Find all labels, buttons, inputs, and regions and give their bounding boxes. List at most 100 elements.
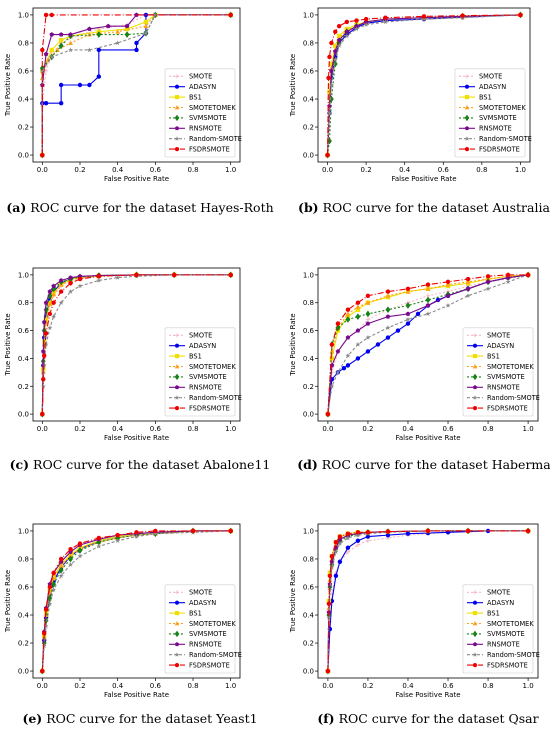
- series-line-smote: [41, 14, 231, 156]
- point-rnsmote: [345, 335, 351, 340]
- point-fsdrsmote: [365, 293, 371, 298]
- point-fsdrsmote: [40, 47, 45, 53]
- point-rnsmote: [58, 278, 64, 283]
- y-tick-label: 0.8: [18, 39, 29, 47]
- y-tick-label: 1.0: [18, 527, 29, 535]
- point-fsdrsmote: [525, 528, 531, 534]
- point-rnsmote: [47, 289, 53, 294]
- point-fsdrsmote: [425, 528, 431, 534]
- point-fsdrsmote: [47, 584, 53, 590]
- legend-marker-rnsmote: [472, 641, 478, 647]
- point-rnsmote: [105, 23, 111, 29]
- legend-marker-adasyn: [174, 600, 180, 605]
- x-tick-label: 0.0: [37, 166, 48, 174]
- point-rnsmote: [445, 293, 451, 298]
- point-adasyn: [58, 82, 64, 88]
- legend-label-random-smote: Random-SMOTE: [189, 651, 242, 659]
- legend-label-smotetomek: SMOTETOMEK: [189, 620, 236, 628]
- point-fsdrsmote: [51, 300, 56, 305]
- x-tick-label: 1.0: [523, 425, 534, 433]
- legend: SMOTE ADASYN BS1 SMOTETOMEK SVMSMOTE RNSMOTE R…: [454, 68, 532, 158]
- legend-marker-fsdrsmote: [472, 663, 478, 668]
- legend-box: [164, 68, 236, 158]
- point-smotetomek: [68, 40, 73, 45]
- point-random-smote: [143, 30, 149, 36]
- legend-marker-bs1: [464, 95, 470, 100]
- x-tick-label: 0.2: [74, 682, 85, 690]
- point-rnsmote: [332, 48, 338, 54]
- point-fsdrsmote: [329, 553, 335, 559]
- legend-label-bs1: BS1: [487, 352, 500, 360]
- point-fsdrsmote: [365, 530, 371, 535]
- point-rnsmote: [405, 311, 411, 316]
- point-bs1: [327, 89, 332, 95]
- figure-caption: (d) ROC curve for the dataset Haberman: [297, 457, 550, 472]
- point-smotetomek: [58, 563, 64, 568]
- point-fsdrsmote: [485, 274, 491, 279]
- point-random-smote: [365, 334, 371, 340]
- legend: SMOTE ADASYN BS1 SMOTETOMEK SVMSMOTE RNSMOTE R…: [164, 68, 242, 158]
- legend-label-fsdrsmote: FSDRSMOTE: [487, 404, 528, 412]
- legend-box: [462, 327, 534, 417]
- y-tick-label: 1.0: [18, 271, 29, 279]
- point-bs1: [327, 570, 333, 576]
- point-smotetomek: [143, 23, 149, 29]
- legend-label-svmsmote: SVMSMOTE: [479, 114, 517, 122]
- point-svmsmote: [332, 60, 338, 68]
- figure-caption: (c) ROC curve for the dataset Abalone11: [10, 457, 271, 472]
- point-fsdrsmote: [49, 12, 54, 18]
- point-fsdrsmote: [58, 556, 64, 562]
- point-adasyn: [96, 74, 102, 79]
- point-adasyn: [415, 311, 421, 317]
- point-random-smote: [43, 341, 49, 347]
- point-rnsmote: [354, 23, 359, 29]
- series-line-random-smote: [41, 530, 231, 672]
- legend-label-smote: SMOTE: [189, 589, 212, 597]
- legend-label-smotetomek: SMOTETOMEK: [487, 363, 534, 371]
- y-tick-label: 0.2: [18, 383, 29, 391]
- x-tick-label: 0.8: [482, 425, 493, 433]
- legend-label-adasyn: ADASYN: [189, 83, 216, 91]
- point-fsdrsmote: [383, 15, 388, 20]
- y-tick-label: 0.8: [303, 299, 314, 307]
- point-random-smote: [363, 22, 369, 27]
- point-fsdrsmote: [385, 289, 391, 294]
- legend-marker-smote: [174, 590, 180, 595]
- point-random-smote: [421, 16, 427, 22]
- legend-label-adasyn: ADASYN: [487, 342, 514, 350]
- point-adasyn: [43, 101, 49, 106]
- point-adasyn: [87, 82, 92, 88]
- point-rnsmote: [77, 273, 83, 279]
- y-tick-label: 0.4: [18, 355, 30, 363]
- x-tick-label: 0.8: [482, 682, 493, 690]
- point-random-smote: [41, 643, 47, 648]
- point-fsdrsmote: [363, 16, 369, 22]
- caption-tag: (a): [6, 200, 26, 215]
- legend: SMOTE ADASYN BS1 SMOTETOMEK SVMSMOTE RNSMOTE R…: [164, 584, 242, 674]
- point-random-smote: [86, 47, 92, 53]
- legend-marker-bs1: [174, 611, 180, 616]
- legend-label-fsdrsmote: FSDRSMOTE: [189, 404, 230, 412]
- point-random-smote: [333, 549, 339, 555]
- point-svmsmote: [355, 313, 361, 320]
- legend-label-adasyn: ADASYN: [189, 342, 216, 350]
- point-fsdrsmote: [228, 528, 233, 534]
- point-fsdrsmote: [355, 300, 361, 305]
- x-tick-label: 0.8: [187, 425, 198, 433]
- point-bs1: [329, 356, 335, 361]
- point-random-smote: [47, 601, 53, 606]
- point-smote: [365, 538, 371, 543]
- legend-marker-smote: [174, 333, 180, 338]
- point-adasyn: [405, 531, 411, 536]
- point-svmsmote: [365, 310, 371, 318]
- x-tick-label: 0.6: [150, 682, 162, 690]
- y-axis-label: True Positive Rate: [4, 313, 12, 376]
- legend-marker-fsdrsmote: [472, 406, 478, 411]
- x-tick-label: 1.0: [225, 682, 236, 690]
- legend-marker-smotetomek: [174, 363, 180, 369]
- caption-text: ROC curve for the dataset Australian: [319, 200, 550, 215]
- point-smotetomek: [425, 286, 431, 291]
- x-tick-label: 0.6: [442, 425, 454, 433]
- x-tick-label: 0.2: [362, 682, 373, 690]
- series-line-svmsmote: [327, 274, 529, 415]
